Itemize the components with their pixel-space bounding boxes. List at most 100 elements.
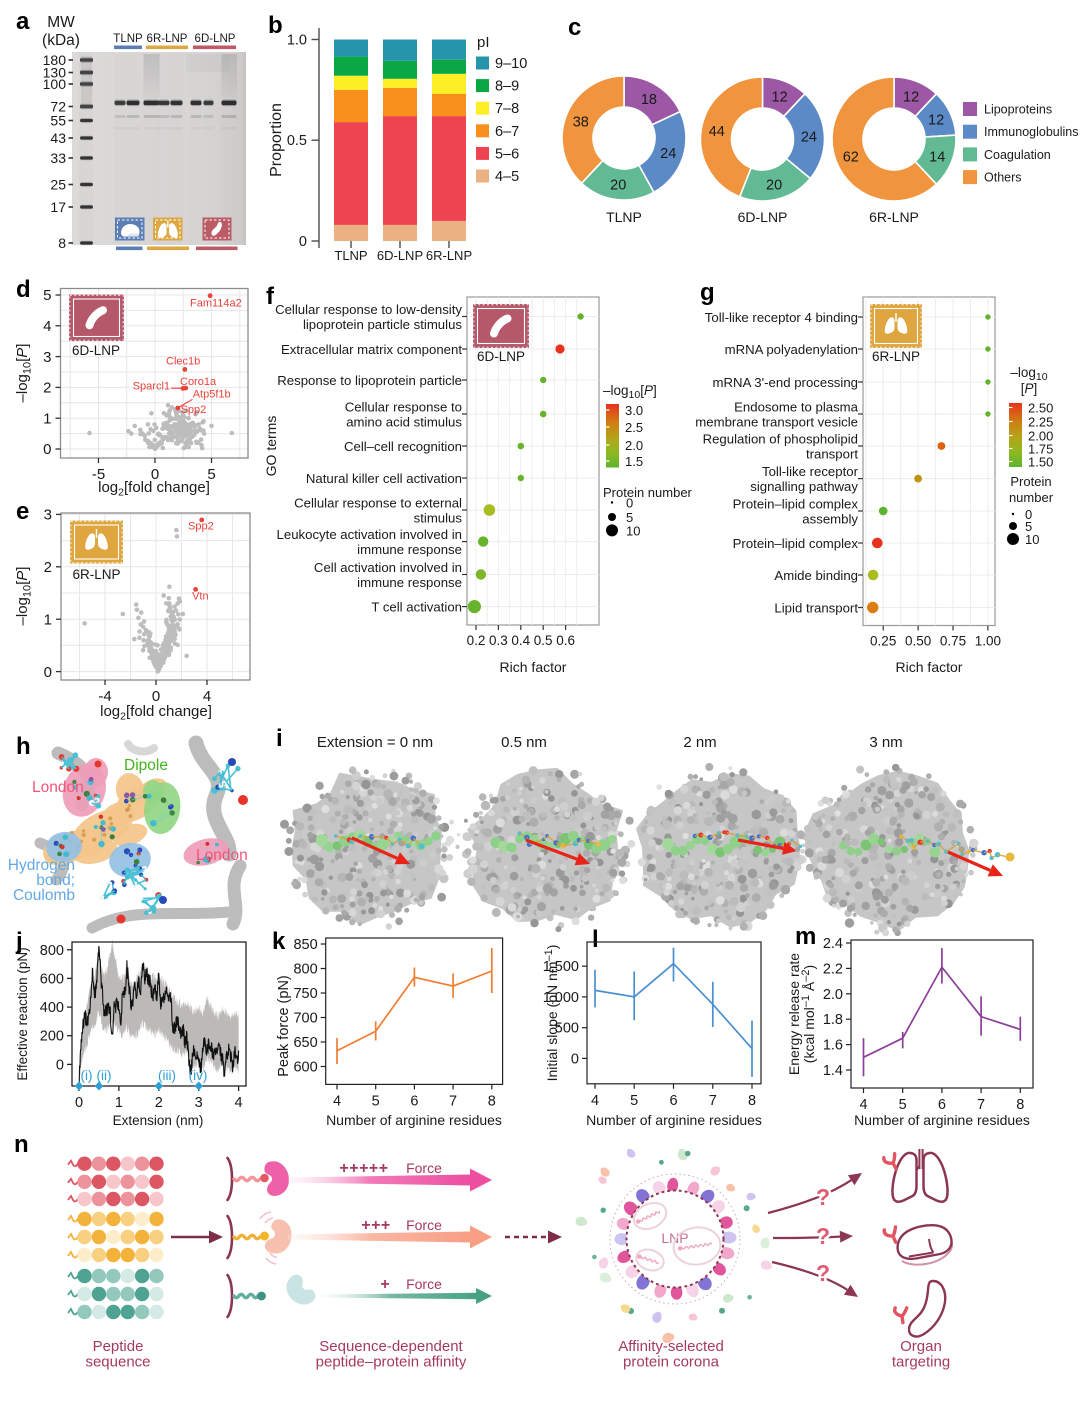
- svg-text:6R-LNP: 6R-LNP: [872, 349, 920, 364]
- svg-text:600: 600: [40, 971, 64, 987]
- svg-text:500: 500: [555, 1021, 579, 1037]
- svg-text:London: London: [196, 847, 248, 864]
- svg-text:0: 0: [56, 1057, 64, 1073]
- svg-text:mRNA polyadenylation: mRNA polyadenylation: [725, 342, 858, 357]
- svg-text:Rich factor: Rich factor: [896, 659, 963, 675]
- svg-text:6D-LNP: 6D-LNP: [738, 209, 788, 225]
- svg-text:5: 5: [1025, 519, 1032, 534]
- svg-text:1: 1: [43, 410, 51, 427]
- svg-text:24: 24: [660, 146, 676, 162]
- svg-text:(i): (i): [81, 1068, 93, 1083]
- svg-text:Leukocyte activation involved: Leukocyte activation involved in: [277, 527, 462, 542]
- svg-text:6D-LNP: 6D-LNP: [195, 33, 236, 45]
- svg-text:2: 2: [155, 1095, 163, 1111]
- svg-text:MW: MW: [47, 14, 75, 31]
- svg-text:2 nm: 2 nm: [683, 734, 716, 751]
- svg-text:peptide–protein affinity: peptide–protein affinity: [316, 1354, 467, 1371]
- svg-text:2.5: 2.5: [625, 420, 643, 435]
- svg-text:10: 10: [1025, 532, 1039, 547]
- svg-text:number: number: [1009, 490, 1054, 505]
- svg-text:5: 5: [899, 1097, 907, 1113]
- svg-text:2: 2: [43, 380, 51, 397]
- svg-text:1.4: 1.4: [823, 1063, 843, 1079]
- svg-text:0.5 nm: 0.5 nm: [501, 734, 547, 751]
- svg-text:4: 4: [859, 1097, 867, 1113]
- svg-text:Protein number: Protein number: [603, 485, 693, 500]
- svg-text:Protein–lipid complex: Protein–lipid complex: [733, 496, 859, 511]
- svg-text:sequence: sequence: [85, 1354, 150, 1371]
- svg-text:Fam114a2: Fam114a2: [190, 298, 242, 310]
- svg-text:TLNP: TLNP: [113, 33, 143, 45]
- svg-text:transport: transport: [806, 447, 858, 462]
- svg-text:Hydrogen: Hydrogen: [8, 857, 75, 874]
- svg-text:?: ?: [816, 1260, 830, 1286]
- svg-text:12: 12: [903, 89, 919, 105]
- svg-text:Effective reaction (pN): Effective reaction (pN): [15, 947, 30, 1080]
- svg-text:?: ?: [816, 1184, 830, 1210]
- svg-text:Proportion: Proportion: [268, 103, 285, 177]
- svg-text:0: 0: [43, 441, 51, 458]
- svg-text:400: 400: [40, 1000, 64, 1016]
- svg-text:?: ?: [816, 1223, 830, 1249]
- svg-text:6: 6: [938, 1097, 946, 1113]
- svg-text:2.0: 2.0: [625, 438, 643, 453]
- svg-text:Others: Others: [984, 171, 1022, 185]
- svg-text:lipoprotein particle stimulus: lipoprotein particle stimulus: [303, 317, 462, 332]
- svg-text:Lipoproteins: Lipoproteins: [984, 103, 1052, 117]
- svg-text:+++++: +++++: [339, 1160, 388, 1177]
- svg-text:44: 44: [709, 124, 725, 140]
- svg-text:-4: -4: [98, 688, 111, 705]
- svg-text:2.4: 2.4: [823, 936, 843, 952]
- svg-text:0: 0: [626, 496, 633, 511]
- svg-text:180: 180: [43, 52, 67, 68]
- svg-text:Clec1b: Clec1b: [166, 355, 200, 367]
- svg-text:Number of arginine residues: Number of arginine residues: [854, 1112, 1030, 1128]
- svg-text:Number of arginine residues: Number of arginine residues: [326, 1112, 502, 1128]
- svg-text:55: 55: [50, 113, 66, 129]
- svg-text:2.25: 2.25: [1028, 415, 1053, 430]
- svg-text:5: 5: [207, 466, 215, 483]
- svg-text:Affinity-selected: Affinity-selected: [618, 1338, 724, 1355]
- svg-text:Protein–lipid complex: Protein–lipid complex: [733, 536, 859, 551]
- svg-text:8–9: 8–9: [495, 79, 519, 95]
- svg-text:(kcal mol–1 Å–2): (kcal mol–1 Å–2): [800, 965, 817, 1063]
- svg-text:-5: -5: [92, 466, 105, 483]
- svg-text:protein corona: protein corona: [623, 1354, 720, 1371]
- svg-text:7: 7: [449, 1093, 457, 1109]
- svg-text:100: 100: [43, 76, 67, 92]
- svg-text:6–7: 6–7: [495, 124, 519, 140]
- svg-text:bond;: bond;: [36, 872, 75, 889]
- svg-text:6R-LNP: 6R-LNP: [869, 209, 919, 225]
- svg-text:5: 5: [43, 287, 51, 304]
- svg-text:assembly: assembly: [802, 512, 858, 527]
- svg-text:6R-LNP: 6R-LNP: [72, 567, 120, 582]
- svg-text:Number of arginine residues: Number of arginine residues: [586, 1112, 762, 1128]
- svg-text:10: 10: [626, 523, 640, 538]
- svg-text:[P]: [P]: [1021, 381, 1038, 396]
- svg-text:1,500: 1,500: [543, 959, 579, 975]
- svg-text:700: 700: [293, 1011, 317, 1027]
- svg-text:0: 0: [44, 664, 52, 681]
- svg-text:4: 4: [591, 1093, 599, 1109]
- svg-text:8: 8: [488, 1093, 496, 1109]
- svg-text:4: 4: [203, 688, 211, 705]
- svg-text:62: 62: [843, 150, 859, 166]
- svg-text:6D-LNP: 6D-LNP: [72, 343, 120, 358]
- svg-text:1,000: 1,000: [543, 990, 579, 1006]
- svg-text:Cellular response to external: Cellular response to external: [294, 495, 462, 510]
- svg-text:2.0: 2.0: [823, 987, 843, 1003]
- svg-text:0: 0: [75, 1095, 83, 1111]
- svg-text:0.25: 0.25: [870, 634, 896, 649]
- svg-text:Vtn: Vtn: [192, 591, 209, 603]
- svg-text:200: 200: [40, 1029, 64, 1045]
- svg-text:5: 5: [626, 510, 633, 525]
- svg-text:1: 1: [115, 1095, 123, 1111]
- svg-text:Sequence-dependent: Sequence-dependent: [319, 1338, 463, 1355]
- svg-text:Rich factor: Rich factor: [500, 659, 567, 675]
- svg-text:Atp5f1b: Atp5f1b: [193, 389, 231, 401]
- svg-text:Natural killer cell activation: Natural killer cell activation: [306, 471, 462, 486]
- svg-text:7: 7: [709, 1093, 717, 1109]
- svg-text:(ii): (ii): [97, 1068, 112, 1083]
- svg-text:0.4: 0.4: [511, 633, 530, 648]
- svg-text:1.8: 1.8: [823, 1012, 843, 1028]
